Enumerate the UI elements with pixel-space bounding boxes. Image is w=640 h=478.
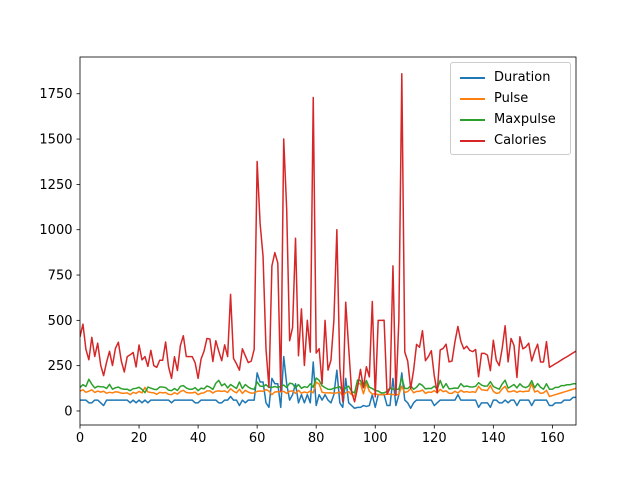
legend-swatch-pulse xyxy=(460,97,485,100)
y-tick-label: 1500 xyxy=(39,133,72,148)
legend-item-maxpulse: Maxpulse xyxy=(451,109,570,130)
y-tick-label: 1750 xyxy=(39,87,72,102)
y-tick-label: 1000 xyxy=(39,223,72,238)
legend-item-duration: Duration xyxy=(451,67,570,88)
axes-frame xyxy=(79,56,577,426)
series-line-duration xyxy=(80,355,576,410)
x-tick-label: 120 xyxy=(422,431,447,446)
y-axis: 0 250 500 750 1000 1250 1500 1750 xyxy=(39,87,80,419)
y-tick-label: 1250 xyxy=(39,178,72,193)
series-line-maxpulse xyxy=(80,376,576,394)
legend-label-calories: Calories xyxy=(494,133,547,148)
x-tick-label: 20 xyxy=(131,431,148,446)
y-tick-label: 750 xyxy=(48,269,73,284)
legend-item-pulse: Pulse xyxy=(451,88,570,109)
legend-label-pulse: Pulse xyxy=(494,91,529,106)
legend-swatch-maxpulse xyxy=(460,118,485,121)
x-tick-label: 60 xyxy=(249,431,266,446)
y-tick-label: 500 xyxy=(48,314,73,329)
y-tick-label: 0 xyxy=(64,404,72,419)
legend-label-duration: Duration xyxy=(494,70,551,85)
legend-swatch-duration xyxy=(460,76,485,79)
x-tick-label: 40 xyxy=(190,431,207,446)
x-tick-label: 100 xyxy=(363,431,388,446)
series-line-pulse xyxy=(80,381,576,398)
x-tick-label: 0 xyxy=(76,431,84,446)
legend-swatch-calories xyxy=(460,139,485,142)
legend-item-calories: Calories xyxy=(451,130,570,151)
x-tick-label: 80 xyxy=(308,431,325,446)
x-tick-label: 140 xyxy=(481,431,506,446)
y-tick-label: 250 xyxy=(48,359,73,374)
legend: Duration Pulse Maxpulse Calories xyxy=(450,62,571,155)
legend-label-maxpulse: Maxpulse xyxy=(494,112,556,127)
series-line-calories xyxy=(80,72,576,403)
x-tick-label: 160 xyxy=(540,431,565,446)
x-axis: 0 20 40 60 80 100 120 140 160 xyxy=(76,425,565,446)
